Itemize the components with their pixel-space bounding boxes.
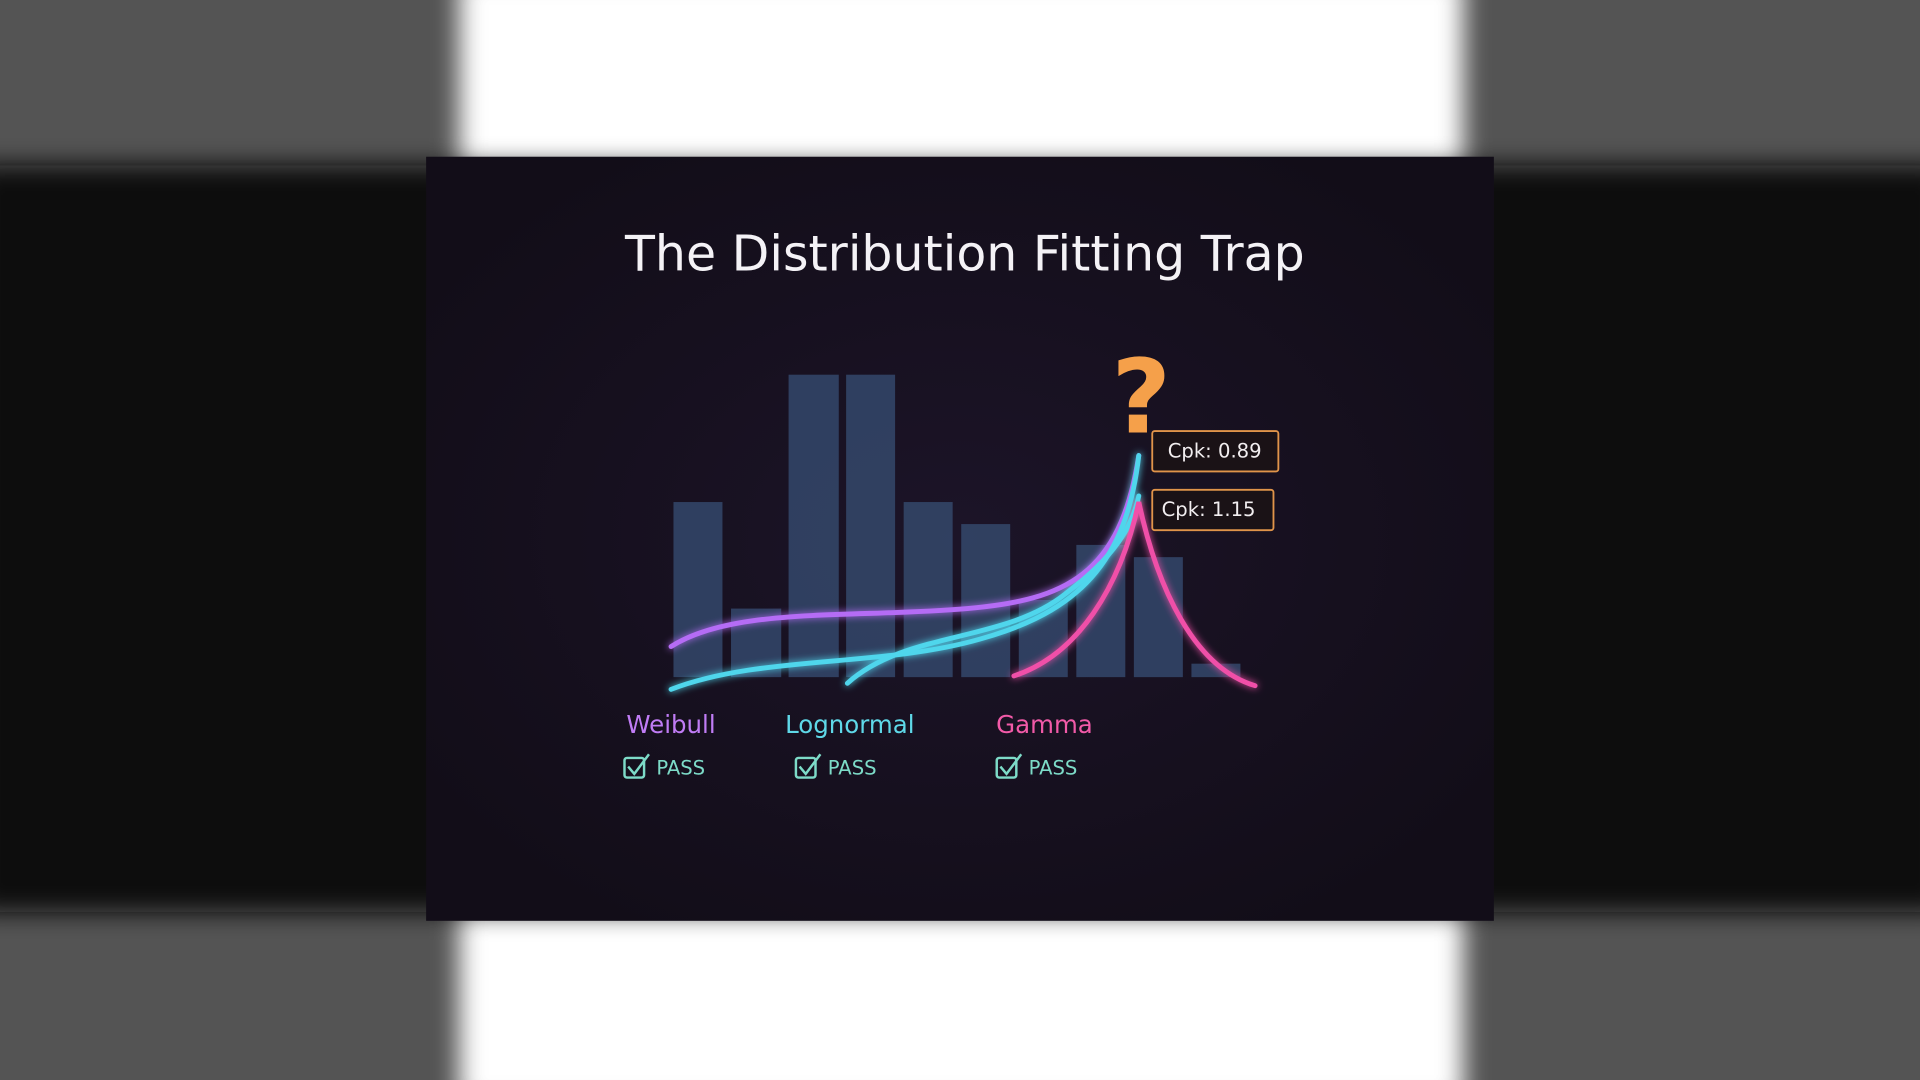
- callout-text: Cpk: 1.15: [1162, 498, 1256, 521]
- callout-box: [1151, 430, 1280, 473]
- callout-box: [1151, 488, 1275, 532]
- fit-curves: [668, 453, 1258, 692]
- fit-result: PASS: [656, 756, 705, 779]
- slide: [426, 156, 1494, 921]
- fit-name: Lognormal: [785, 710, 914, 739]
- fit-result: PASS: [828, 756, 877, 779]
- histogram-bars: [673, 374, 1241, 678]
- fit-result: PASS: [1029, 756, 1078, 779]
- title: The Distribution Fitting Trap: [624, 226, 1305, 283]
- callout-text: Cpk: 0.89: [1168, 439, 1262, 462]
- check-icons: [623, 753, 1023, 779]
- fit-name: Gamma: [996, 710, 1093, 739]
- fit-name: Weibull: [626, 710, 715, 739]
